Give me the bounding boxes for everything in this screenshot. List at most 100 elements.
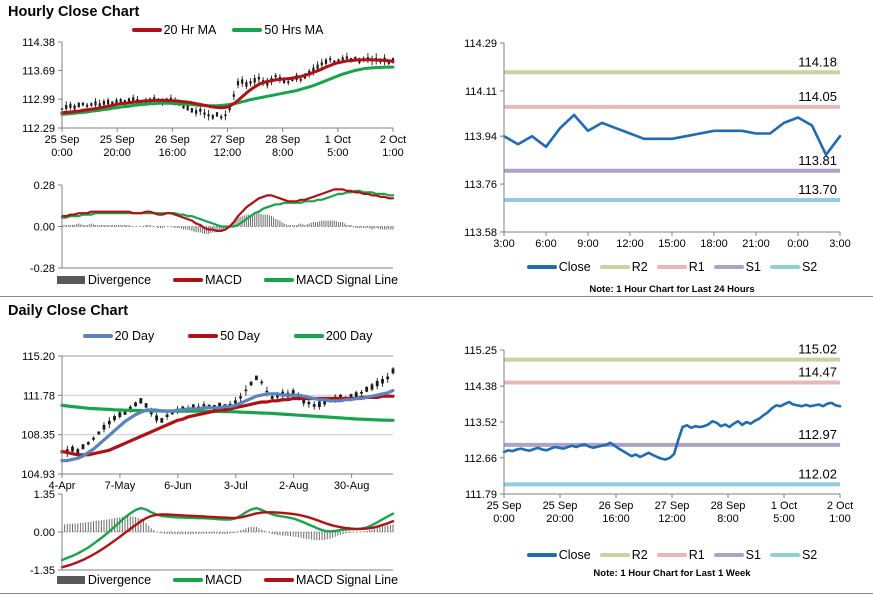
hourly-macd-legend: Divergence MACD MACD Signal Line bbox=[56, 273, 398, 287]
section-divider bbox=[0, 296, 873, 297]
close-line bbox=[502, 113, 842, 157]
y-tick-label: 111.78 bbox=[23, 390, 55, 402]
legend-item-divergence: Divergence bbox=[56, 573, 152, 587]
legend-swatch-macd-signal-line bbox=[263, 578, 294, 582]
x-tick-label: 1 Oct 5:00 bbox=[325, 134, 351, 159]
daily_pivot-chart: 115.02 114.47 112.97 112.02 115.25 114.38 113.… bbox=[464, 342, 853, 525]
legend-swatch-s1 bbox=[713, 553, 744, 557]
y-tick-label: 111.79 bbox=[465, 489, 497, 501]
legend-item-50-day: 50 Day bbox=[188, 329, 260, 343]
x-tick-label: 2 Oct 1:00 bbox=[380, 134, 406, 159]
y-tick-label: 104.93 bbox=[21, 469, 55, 481]
hourly-section-title: Hourly Close Chart bbox=[8, 4, 140, 20]
legend-label: 50 Hrs MA bbox=[264, 23, 324, 37]
legend-item-s1: S1 bbox=[713, 548, 761, 562]
hourly-price-legend: 20 Hr MA 50 Hrs MA bbox=[62, 23, 393, 37]
legend-swatch-divergence bbox=[56, 276, 85, 284]
y-tick-label: 114.11 bbox=[465, 86, 497, 98]
level-label-r1: 114.05 bbox=[798, 89, 837, 104]
legend-item-s1: S1 bbox=[713, 260, 761, 274]
legend-swatch-macd bbox=[173, 578, 204, 582]
50-hrs-ma-line bbox=[60, 65, 395, 116]
legend-item-r1: R1 bbox=[656, 548, 705, 562]
x-tick-label: 2 Oct 1:00 bbox=[827, 500, 853, 525]
legend-swatch-macd bbox=[173, 278, 204, 282]
y-tick-label: 108.35 bbox=[21, 430, 55, 442]
y-tick-label: 112.99 bbox=[22, 94, 55, 106]
bottom-divider bbox=[0, 593, 873, 594]
daily_price-chart: 115.20 111.78 108.35 104.934-Apr 7-May 6-Jun 3… bbox=[21, 351, 395, 492]
x-tick-label: 12:00 bbox=[616, 238, 644, 250]
y-tick-label: 114.38 bbox=[22, 37, 55, 49]
legend-item-divergence: Divergence bbox=[56, 273, 151, 287]
legend-swatch-r2 bbox=[599, 553, 630, 557]
legend-item-r2: R2 bbox=[599, 260, 648, 274]
legend-label: R2 bbox=[631, 260, 648, 274]
x-tick-label: 3:00 bbox=[493, 238, 514, 250]
legend-swatch-s1 bbox=[713, 265, 744, 269]
x-tick-label: 6-Jun bbox=[164, 480, 192, 492]
x-tick-label: 28 Sep 8:00 bbox=[265, 134, 300, 159]
y-tick-label: 115.20 bbox=[22, 351, 55, 363]
x-tick-label: 28 Sep 8:00 bbox=[711, 500, 746, 525]
legend-swatch-close bbox=[526, 553, 557, 557]
level-label-r2: 114.18 bbox=[798, 54, 837, 69]
legend-item-s2: S2 bbox=[769, 260, 818, 274]
x-tick-label: 9:00 bbox=[577, 238, 598, 250]
legend-item-r2: R2 bbox=[599, 548, 648, 562]
legend-item-r1: R1 bbox=[656, 260, 705, 274]
x-tick-label: 1 Oct 5:00 bbox=[771, 500, 797, 525]
legend-item-macd-signal-line: MACD Signal Line bbox=[263, 273, 399, 287]
x-tick-label: 15:00 bbox=[658, 238, 686, 250]
hourly-pivot-legend: Close R2 R1 S1 S2 bbox=[504, 260, 840, 274]
legend-label: R2 bbox=[631, 548, 648, 562]
x-tick-label: 30-Aug bbox=[334, 480, 369, 492]
x-tick-label: 4-Apr bbox=[49, 480, 76, 492]
legend-label: S2 bbox=[801, 260, 818, 274]
legend-label: S1 bbox=[745, 548, 761, 562]
20-hr-ma-line bbox=[60, 58, 395, 115]
x-tick-label: 3-Jul bbox=[224, 480, 248, 492]
x-tick-label: 7-May bbox=[105, 480, 136, 492]
hourly-pivot-note: Note: 1 Hour Chart for Last 24 Hours bbox=[589, 284, 755, 295]
legend-swatch-s2 bbox=[769, 265, 800, 269]
y-tick-label: 0.28 bbox=[34, 180, 55, 192]
macd-line bbox=[60, 188, 395, 232]
y-tick-label: 113.52 bbox=[464, 417, 497, 429]
legend-label: 200 Day bbox=[325, 329, 373, 343]
close-line bbox=[502, 400, 842, 461]
20-day-line bbox=[60, 388, 395, 463]
legend-swatch-200-day bbox=[293, 334, 324, 338]
legend-label: MACD Signal Line bbox=[295, 573, 399, 587]
legend-swatch-50-hrs-ma bbox=[232, 28, 263, 32]
legend-label: S1 bbox=[745, 260, 761, 274]
y-tick-label: 113.76 bbox=[464, 179, 497, 191]
x-tick-label: 25 Sep 20:00 bbox=[543, 500, 578, 525]
macd-line bbox=[60, 506, 395, 562]
hourly_pivot-chart: 114.18 114.05 113.81 113.70 114.29 114.11 113.… bbox=[464, 38, 851, 250]
legend-item-macd: MACD bbox=[173, 573, 242, 587]
macd-signal-line-line bbox=[60, 511, 395, 569]
level-label-r2: 115.02 bbox=[798, 342, 837, 357]
x-tick-label: 0:00 bbox=[787, 238, 808, 250]
legend-label: Divergence bbox=[87, 573, 152, 587]
x-tick-label: 18:00 bbox=[700, 238, 728, 250]
x-tick-label: 27 Sep 12:00 bbox=[655, 500, 690, 525]
50-day-line bbox=[60, 394, 395, 457]
legend-label: MACD Signal Line bbox=[295, 273, 399, 287]
legend-item-close: Close bbox=[526, 548, 591, 562]
legend-swatch-r2 bbox=[599, 265, 630, 269]
legend-item-macd-signal-line: MACD Signal Line bbox=[263, 573, 399, 587]
x-tick-label: 26 Sep 16:00 bbox=[155, 134, 190, 159]
x-tick-label: 21:00 bbox=[742, 238, 770, 250]
legend-label: 50 Day bbox=[220, 329, 260, 343]
macd-signal-line-line bbox=[60, 189, 395, 228]
y-tick-label: -1.35 bbox=[30, 565, 55, 577]
x-tick-label: 26 Sep 16:00 bbox=[599, 500, 634, 525]
legend-swatch-s2 bbox=[769, 553, 800, 557]
legend-item-50-hrs-ma: 50 Hrs MA bbox=[232, 23, 323, 37]
daily-section-title: Daily Close Chart bbox=[8, 303, 129, 319]
x-tick-label: 25 Sep 0:00 bbox=[487, 500, 522, 525]
